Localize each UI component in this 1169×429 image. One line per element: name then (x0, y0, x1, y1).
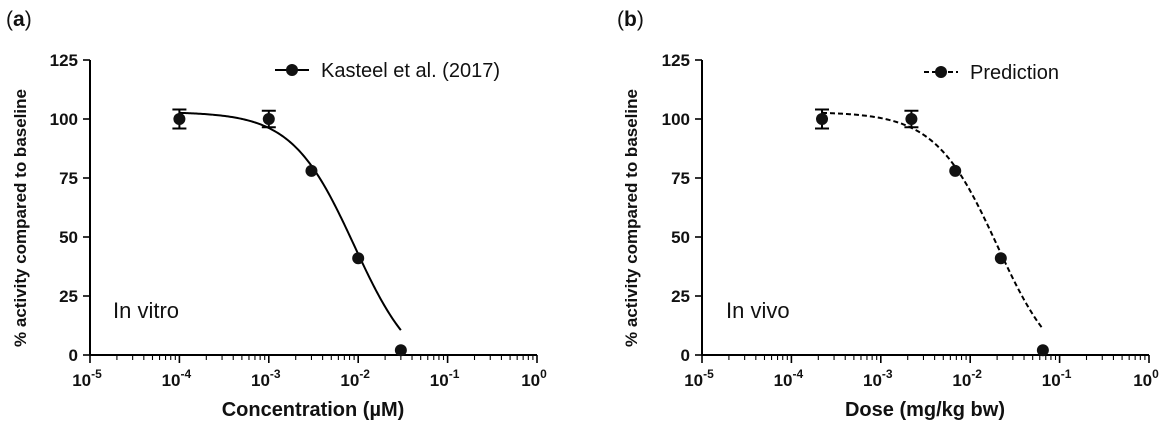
legend-marker (935, 66, 947, 78)
data-point (905, 113, 918, 125)
legend-marker (286, 64, 298, 76)
fit-curve (179, 111, 402, 331)
data-point (949, 164, 962, 177)
y-tick-label: 50 (671, 228, 690, 247)
y-axis-label: % activity compared to baseline (622, 89, 641, 347)
data-point (394, 344, 407, 357)
x-tick-label: 10-1 (430, 367, 460, 390)
data-point (816, 113, 829, 125)
annotation: In vivo (726, 298, 790, 323)
data-point (305, 164, 318, 177)
x-tick-label: 10-3 (251, 367, 281, 390)
plot-area: 0 25 50 75 100 125 10-5 10-4 10-3 10-2 10-1 100 Pred… (662, 51, 1159, 390)
plot-area: 0 25 50 75 100 125 10-5 10-4 10-3 10-2 10-1 100 Kast… (50, 51, 547, 390)
y-tick-label: 100 (50, 110, 78, 129)
y-tick-label: 50 (59, 228, 78, 247)
x-tick-label: 10-4 (162, 367, 192, 390)
fit-curve (821, 111, 1044, 330)
x-tick-label: 10-2 (952, 367, 982, 390)
panel-label: (b) (617, 8, 644, 31)
data-point (262, 113, 275, 125)
y-axis-label: % activity compared to baseline (11, 89, 30, 347)
y-tick-label: 75 (671, 169, 690, 188)
legend-label: Prediction (970, 62, 1059, 84)
panel-label-letter: b (624, 8, 637, 31)
y-tick-label: 25 (671, 287, 690, 306)
x-tick-label: 100 (521, 367, 547, 390)
panel-label: (a) (6, 8, 32, 31)
annotation: In vitro (113, 298, 179, 323)
data-point (352, 252, 365, 265)
x-tick-label: 100 (1133, 367, 1159, 390)
x-axis-label: Concentration (µM) (222, 399, 405, 421)
data-point (994, 252, 1007, 265)
y-tick-label: 0 (69, 346, 78, 365)
legend: Kasteel et al. (2017) (275, 60, 500, 82)
legend: Prediction (924, 62, 1059, 84)
data-point (173, 113, 186, 125)
y-tick-label: 125 (662, 51, 690, 70)
y-tick-label: 0 (681, 346, 690, 365)
x-tick-label: 10-4 (774, 367, 804, 390)
x-tick-label: 10-5 (684, 367, 714, 390)
x-tick-label: 10-3 (863, 367, 893, 390)
legend-label: Kasteel et al. (2017) (321, 60, 500, 82)
panel-b: (b) 0 25 50 75 100 125 10-5 10-4 10-3 10-2 10-1 100… (617, 8, 1159, 421)
y-tick-label: 25 (59, 287, 78, 306)
panel-label-letter: a (13, 8, 25, 31)
y-tick-label: 100 (662, 110, 690, 129)
x-tick-label: 10-5 (72, 367, 102, 390)
y-tick-label: 125 (50, 51, 78, 70)
x-tick-label: 10-2 (340, 367, 370, 390)
x-axis-label: Dose (mg/kg bw) (845, 399, 1005, 421)
panel-a: (a) 0 25 50 75 100 125 10-5 10-4 10-3 10-2 10-1 100… (6, 8, 547, 421)
data-point (1036, 344, 1049, 357)
y-tick-label: 75 (59, 169, 78, 188)
x-tick-label: 10-1 (1042, 367, 1072, 390)
